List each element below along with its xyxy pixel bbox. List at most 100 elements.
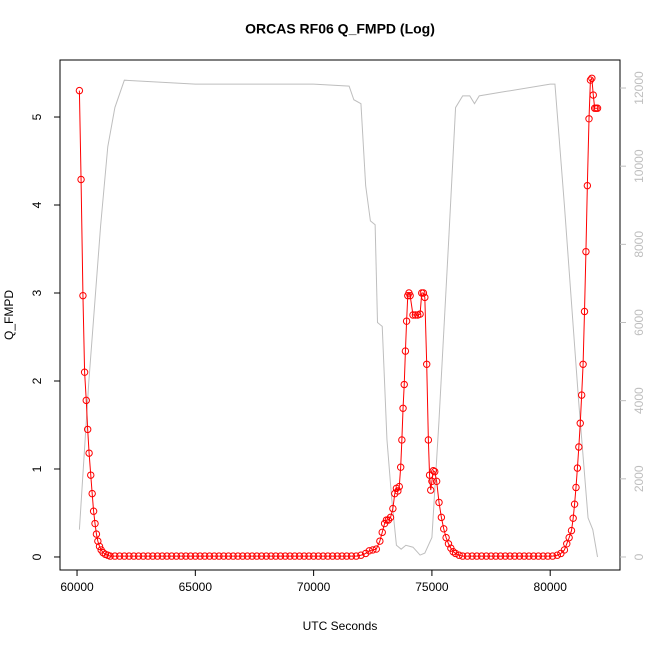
data-point — [506, 552, 514, 560]
data-point — [205, 552, 214, 560]
data-point — [281, 552, 289, 560]
data-point — [295, 552, 304, 560]
data-point — [210, 552, 218, 560]
data-point — [120, 552, 129, 560]
data-point — [186, 552, 195, 560]
data-point — [449, 547, 457, 556]
data-point — [421, 293, 429, 302]
data-point — [428, 477, 436, 486]
data-point — [406, 291, 414, 300]
data-point — [177, 552, 185, 560]
data-point — [473, 552, 481, 560]
data-point — [435, 498, 443, 507]
data-point — [262, 552, 271, 560]
x-tick-label: 70000 — [297, 580, 331, 594]
data-point — [75, 86, 84, 95]
data-point — [87, 471, 95, 479]
data-point — [201, 552, 209, 560]
data-point — [89, 507, 98, 515]
data-point — [577, 391, 586, 399]
data-point — [182, 552, 190, 560]
data-point — [515, 552, 524, 560]
data-point — [272, 552, 280, 560]
data-point — [424, 436, 433, 444]
data-point — [544, 552, 552, 560]
data-point — [395, 482, 403, 491]
data-point — [158, 552, 166, 560]
data-point — [482, 552, 491, 560]
data-point — [573, 464, 582, 472]
data-point — [572, 483, 580, 492]
y2-tick-label: 0 — [632, 553, 646, 560]
data-point — [394, 487, 402, 495]
data-point — [357, 551, 365, 559]
data-point — [243, 552, 252, 560]
data-point — [77, 175, 85, 184]
data-point — [238, 552, 247, 560]
data-point — [402, 317, 411, 325]
data-point — [343, 552, 351, 560]
data-point — [442, 533, 450, 542]
data-point — [579, 360, 587, 368]
data-point — [429, 467, 438, 475]
y-tick-label: 0 — [30, 553, 44, 560]
data-point — [580, 307, 589, 316]
data-point — [534, 552, 543, 560]
data-point — [416, 310, 424, 318]
data-point — [91, 519, 99, 528]
data-point — [419, 289, 428, 297]
data-point — [501, 552, 509, 560]
data-point — [95, 542, 104, 551]
data-point — [372, 545, 381, 553]
data-point — [451, 549, 460, 558]
data-point — [539, 552, 547, 560]
data-point — [400, 380, 408, 389]
data-point — [324, 552, 332, 560]
data-point — [309, 552, 318, 560]
data-point — [153, 552, 162, 560]
data-point — [525, 552, 533, 560]
x-tick-label: 60000 — [60, 580, 94, 594]
data-point — [378, 528, 386, 537]
data-point — [276, 552, 285, 560]
data-point — [589, 91, 597, 99]
data-point — [134, 552, 143, 560]
altitude-line — [78, 79, 599, 558]
data-point — [305, 552, 313, 560]
data-point — [234, 552, 242, 560]
data-point — [365, 547, 373, 555]
data-point — [431, 467, 439, 476]
data-point — [115, 552, 124, 560]
data-point — [82, 396, 90, 405]
data-point — [338, 552, 346, 560]
data-point — [79, 291, 87, 300]
data-line — [78, 77, 598, 557]
data-point — [149, 552, 157, 560]
y-tick-label: 4 — [30, 201, 44, 208]
data-point — [80, 368, 89, 376]
data-point — [432, 477, 441, 486]
data-point — [290, 552, 299, 560]
data-point — [130, 552, 138, 560]
data-point — [575, 443, 583, 451]
y-axis-title: Q_FMPD — [2, 290, 16, 340]
data-point — [220, 552, 228, 560]
data-point — [496, 552, 505, 560]
data-point — [593, 104, 602, 112]
data-point — [586, 76, 595, 84]
data-point — [111, 552, 119, 560]
data-point — [529, 552, 538, 560]
data-point — [583, 181, 592, 190]
y2-tick-label: 12000 — [632, 71, 646, 105]
data-point — [85, 449, 93, 457]
data-point — [139, 552, 147, 560]
data-point — [352, 552, 360, 560]
data-point — [567, 526, 576, 535]
y-tick-label: 3 — [30, 289, 44, 296]
y2-tick-label: 8000 — [632, 231, 646, 258]
data-point — [401, 347, 410, 355]
data-point — [83, 425, 92, 434]
data-point — [582, 247, 590, 256]
